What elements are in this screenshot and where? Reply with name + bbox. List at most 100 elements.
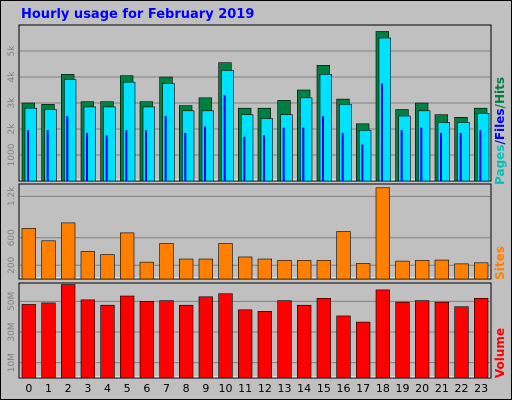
- y-tick-label-sites-1: 600: [7, 229, 17, 246]
- bar-sites-5: [120, 232, 135, 280]
- bar-pages-20: [420, 127, 423, 181]
- bar-pages-8: [184, 132, 187, 181]
- x-tick-label-5: 5: [124, 382, 131, 395]
- x-tick-label-4: 4: [104, 382, 111, 395]
- bar-sites-23: [474, 262, 489, 280]
- bar-files-20: [418, 110, 431, 182]
- x-tick-label-23: 23: [474, 382, 488, 395]
- bar-volume-13: [277, 300, 292, 379]
- bar-pages-6: [145, 130, 147, 181]
- bar-sites-8: [179, 258, 194, 280]
- bar-pages-15: [322, 116, 324, 181]
- chart-title: Hourly usage for February 2019: [21, 7, 255, 22]
- bar-files-8: [182, 110, 195, 182]
- bar-sites-12: [257, 258, 272, 280]
- bar-volume-19: [395, 301, 410, 379]
- bar-sites-13: [277, 260, 292, 280]
- x-tick-label-15: 15: [317, 382, 331, 395]
- legend-sites: Sites: [493, 246, 507, 280]
- bar-files-17: [359, 130, 372, 182]
- bar-volume-1: [41, 302, 56, 379]
- bar-files-16: [339, 104, 352, 182]
- bar-volume-2: [61, 284, 76, 379]
- bar-volume-23: [474, 298, 489, 379]
- y-tick-label-volume-0: 10M: [7, 353, 17, 372]
- bar-pages-7: [164, 116, 167, 181]
- bar-sites-7: [159, 243, 174, 280]
- bar-sites-1: [41, 240, 56, 280]
- bar-pages-22: [459, 132, 462, 181]
- bar-sites-10: [218, 243, 233, 280]
- bar-volume-8: [179, 304, 194, 379]
- x-tick-label-2: 2: [65, 382, 72, 395]
- legend-pages-files-hits-part-0: Pages: [493, 145, 507, 185]
- x-tick-label-11: 11: [238, 382, 252, 395]
- bar-volume-12: [257, 311, 272, 379]
- x-tick-label-9: 9: [202, 382, 209, 395]
- bar-sites-19: [395, 260, 410, 280]
- bar-files-14: [300, 97, 313, 182]
- x-tick-label-14: 14: [297, 382, 311, 395]
- bar-sites-21: [434, 259, 449, 280]
- bar-files-6: [142, 106, 155, 182]
- legend-volume: Volume: [493, 328, 507, 378]
- bar-sites-14: [297, 260, 312, 280]
- bar-files-10: [221, 70, 234, 182]
- bar-volume-16: [336, 315, 351, 379]
- bar-sites-3: [80, 251, 95, 280]
- bar-files-7: [162, 83, 175, 182]
- bar-files-4: [103, 106, 116, 182]
- y-tick-label-hits-4: 5k: [7, 45, 17, 57]
- x-tick-label-12: 12: [258, 382, 272, 395]
- bar-files-1: [44, 109, 57, 182]
- x-tick-label-20: 20: [415, 382, 429, 395]
- bar-sites-0: [21, 228, 36, 280]
- bar-pages-21: [440, 132, 442, 181]
- y-tick-label-hits-0: 1000: [7, 143, 17, 166]
- y-tick-label-hits-2: 3k: [7, 97, 17, 109]
- bar-pages-9: [204, 126, 206, 181]
- bar-files-11: [241, 114, 254, 182]
- legend-volume-part-0: Volume: [493, 328, 507, 378]
- bar-sites-2: [61, 222, 76, 280]
- bar-sites-17: [356, 263, 371, 280]
- bar-files-5: [123, 81, 136, 182]
- bar-volume-17: [356, 321, 371, 379]
- bar-files-18: [378, 37, 391, 182]
- x-tick-label-1: 1: [45, 382, 52, 395]
- bar-files-3: [83, 106, 96, 182]
- y-tick-label-volume-1: 30M: [7, 322, 17, 341]
- bar-sites-18: [375, 187, 390, 280]
- bar-volume-7: [159, 300, 174, 379]
- bar-volume-20: [415, 300, 430, 379]
- y-tick-label-sites-0: 200: [7, 256, 17, 273]
- bar-pages-23: [479, 130, 482, 181]
- bar-sites-4: [100, 254, 115, 280]
- bar-volume-6: [139, 301, 154, 379]
- bar-files-2: [64, 79, 77, 182]
- bar-pages-11: [243, 136, 246, 181]
- bar-volume-9: [198, 296, 213, 379]
- legend-pages-files-hits-part-2: Files: [493, 108, 507, 140]
- legend-pages-files-hits-part-1: /: [493, 140, 507, 145]
- panel-volume-border: [18, 282, 492, 379]
- bar-files-13: [280, 114, 293, 182]
- bar-files-22: [457, 122, 470, 182]
- x-tick-label-19: 19: [396, 382, 410, 395]
- bar-files-9: [201, 110, 214, 182]
- x-tick-label-13: 13: [278, 382, 292, 395]
- bar-files-21: [437, 122, 450, 182]
- bar-volume-5: [120, 295, 135, 379]
- bar-files-12: [260, 118, 273, 182]
- bar-sites-6: [139, 261, 154, 280]
- bar-pages-16: [341, 132, 344, 181]
- x-tick-label-22: 22: [455, 382, 469, 395]
- y-tick-label-volume-2: 50M: [7, 292, 17, 311]
- legend-sites-part-0: Sites: [493, 246, 507, 280]
- bar-volume-11: [238, 309, 253, 379]
- bar-sites-9: [198, 258, 213, 280]
- x-tick-label-17: 17: [356, 382, 370, 395]
- bar-files-19: [398, 115, 411, 182]
